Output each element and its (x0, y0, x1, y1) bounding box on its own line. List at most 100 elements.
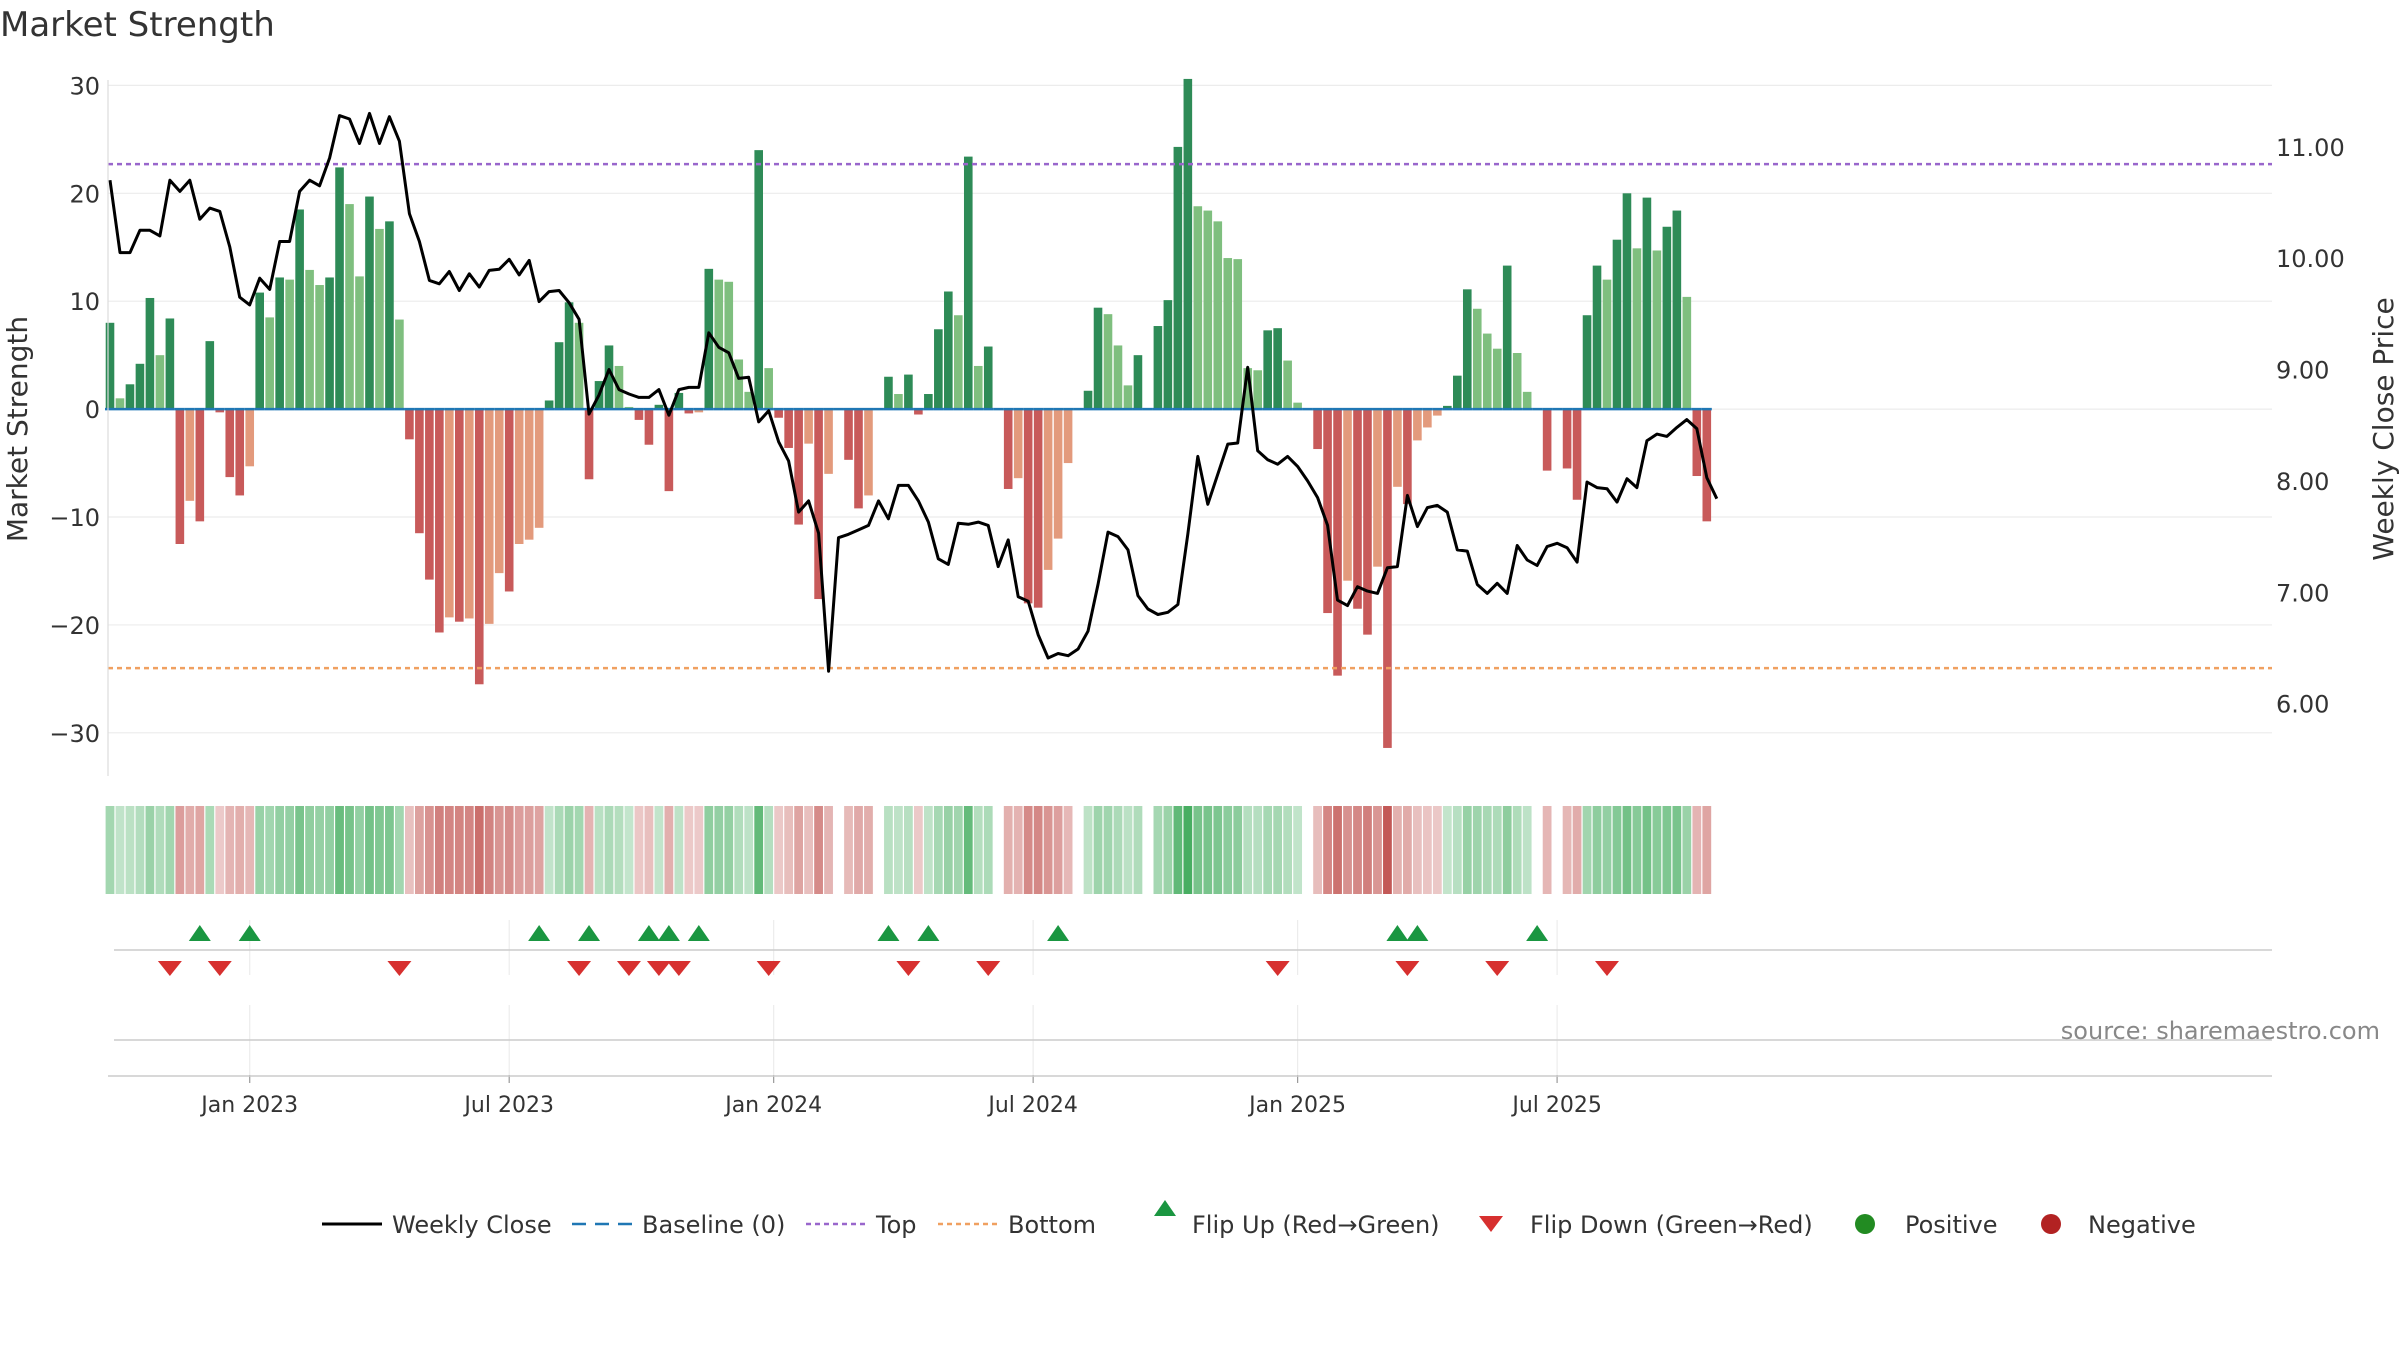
strength-bar (774, 409, 783, 418)
strength-bar (1403, 409, 1412, 505)
y-tick-left: −20 (49, 612, 100, 640)
strength-bar (1243, 368, 1253, 410)
heat-cell (1353, 806, 1362, 894)
strength-bar (165, 318, 175, 410)
strength-bar (1383, 409, 1392, 748)
heat-cell (764, 806, 774, 894)
flip-up-marker (238, 925, 261, 941)
strength-bar (445, 409, 454, 618)
x-tick-label: Jul 2025 (1510, 1093, 1602, 1118)
strength-bar (1692, 409, 1702, 477)
heat-cell (345, 806, 354, 894)
heat-cell (913, 806, 923, 894)
flip-down-marker (207, 961, 232, 976)
heat-cell (1522, 806, 1532, 894)
flip-down-marker (666, 961, 691, 976)
strength-bar (215, 409, 225, 413)
x-tick-label: Jan 2024 (723, 1093, 822, 1118)
heat-cell (963, 806, 973, 894)
strength-bar (405, 409, 414, 440)
heat-cell (1702, 806, 1712, 894)
strength-bar (175, 409, 185, 544)
heat-cell (614, 806, 624, 894)
heat-cell (1163, 806, 1173, 894)
heat-cell (125, 806, 135, 894)
heat-cell (824, 806, 833, 894)
heat-cell (1492, 806, 1502, 894)
reference-lines (105, 162, 2272, 670)
legend-label: Baseline (0) (642, 1211, 785, 1239)
strength-bars (105, 78, 1712, 748)
flip-down-marker (157, 961, 182, 976)
strength-bar (494, 409, 504, 574)
strength-bar (1163, 300, 1173, 410)
heat-cell (794, 806, 804, 894)
strength-bar (255, 292, 264, 410)
heat-cell (1422, 806, 1432, 894)
heat-cell (1403, 806, 1412, 894)
heat-cell (973, 806, 983, 894)
strength-bar (1283, 360, 1292, 410)
heat-cell (1193, 806, 1203, 894)
strength-bar (674, 392, 684, 410)
weekly-close-line (108, 111, 1719, 673)
heat-cell (355, 806, 364, 894)
heat-cell (894, 806, 903, 894)
heat-cell (534, 806, 544, 894)
strength-bar (185, 409, 195, 501)
y-tick-right: 8.00 (2276, 468, 2329, 496)
flip-up-marker (1047, 925, 1070, 941)
flip-up-marker (188, 925, 211, 941)
strength-bar (1033, 409, 1043, 608)
heat-cell (1033, 806, 1043, 894)
heat-cell (524, 806, 534, 894)
legend-negative-swatch (2041, 1214, 2061, 1234)
heat-cell (1293, 806, 1303, 894)
heat-cell (574, 806, 584, 894)
heat-cell (414, 806, 424, 894)
heat-strip (105, 806, 1712, 894)
flip-up-marker (1386, 925, 1409, 941)
strength-bar (1313, 409, 1322, 450)
heat-cell (943, 806, 953, 894)
heat-cell (674, 806, 684, 894)
y-tick-left: 30 (69, 72, 100, 100)
strength-bar (764, 368, 773, 410)
heat-cell (1383, 806, 1392, 894)
heat-cell (864, 806, 873, 894)
x-tick-label: Jul 2023 (462, 1093, 554, 1118)
strength-bar (1572, 409, 1582, 500)
flip-up-marker (917, 925, 940, 941)
strength-bar (1363, 409, 1372, 635)
strength-bar (714, 279, 724, 410)
strength-bar (1612, 239, 1622, 410)
heat-cell (1472, 806, 1482, 894)
strength-bar (265, 317, 274, 410)
heat-cell (375, 806, 384, 894)
strength-bar (1373, 409, 1382, 567)
heat-cell (1652, 806, 1662, 894)
heat-cell (1053, 806, 1063, 894)
strength-bar (1672, 210, 1682, 410)
legend-label: Positive (1905, 1211, 1998, 1239)
heat-cell (774, 806, 784, 894)
heat-cell (115, 806, 125, 894)
strength-bar (1043, 409, 1053, 570)
strength-bar (235, 409, 245, 496)
strength-bar (1433, 409, 1442, 416)
strength-bar (544, 400, 554, 410)
heat-cell (1602, 806, 1612, 894)
heat-cell (1213, 806, 1223, 894)
heat-cell (225, 806, 235, 894)
heat-cell (1672, 806, 1682, 894)
heat-cell (664, 806, 674, 894)
strength-bar (514, 409, 524, 544)
heat-cell (1283, 806, 1293, 894)
strength-bar (295, 209, 304, 410)
flip-down-marker (567, 961, 592, 976)
legend-label: Flip Down (Green→Red) (1530, 1211, 1813, 1239)
heat-cell (1083, 806, 1093, 894)
heat-cell (1432, 806, 1442, 894)
heat-cell (1333, 806, 1342, 894)
strength-bar (325, 277, 334, 410)
